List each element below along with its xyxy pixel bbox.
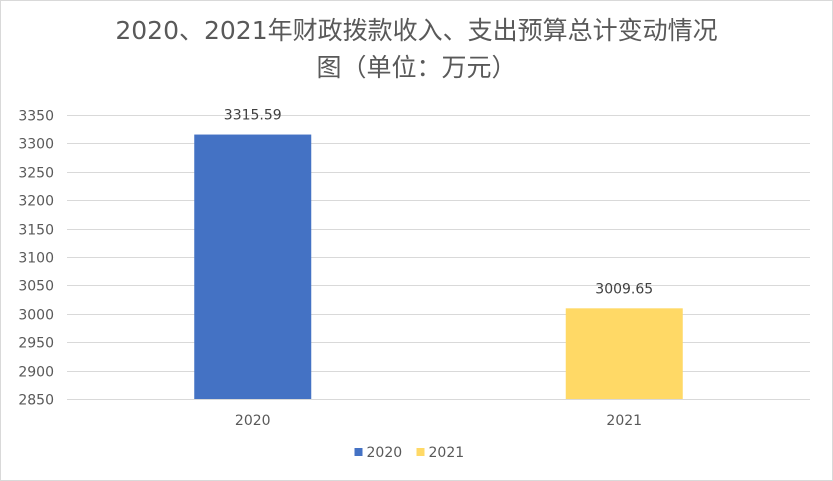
y-tick-label: 3200 xyxy=(18,194,54,210)
x-tick-label: 2021 xyxy=(606,413,642,429)
chart-title-line-1: 2020、2021年财政拨款收入、支出预算总计变动情况 xyxy=(115,16,718,45)
y-tick-label: 3250 xyxy=(18,166,54,182)
y-tick-label: 3050 xyxy=(18,279,54,295)
y-tick-label: 3150 xyxy=(18,223,54,239)
data-label: 3315.59 xyxy=(224,108,282,124)
x-tick-label: 2020 xyxy=(235,413,271,429)
y-tick-label: 3100 xyxy=(18,251,54,267)
legend-swatch-2020 xyxy=(354,448,363,456)
legend-swatch-2021 xyxy=(416,448,425,456)
bar-2020 xyxy=(194,134,312,400)
chart-title-line-2: 图（单位：万元） xyxy=(316,53,517,82)
y-tick-label: 3300 xyxy=(18,137,54,153)
y-tick-label: 3000 xyxy=(18,308,54,324)
y-tick-label: 2900 xyxy=(18,365,54,381)
bar-2021 xyxy=(565,308,683,399)
y-tick-label: 2950 xyxy=(18,336,54,352)
y-tick-label: 2850 xyxy=(18,393,54,409)
chart-title: 2020、2021年财政拨款收入、支出预算总计变动情况 图（单位：万元） xyxy=(0,12,833,86)
data-label: 3009.65 xyxy=(595,281,653,297)
legend-label: 2021 xyxy=(429,445,465,461)
legend-label: 2020 xyxy=(367,445,403,461)
y-tick-label: 3350 xyxy=(18,109,54,125)
